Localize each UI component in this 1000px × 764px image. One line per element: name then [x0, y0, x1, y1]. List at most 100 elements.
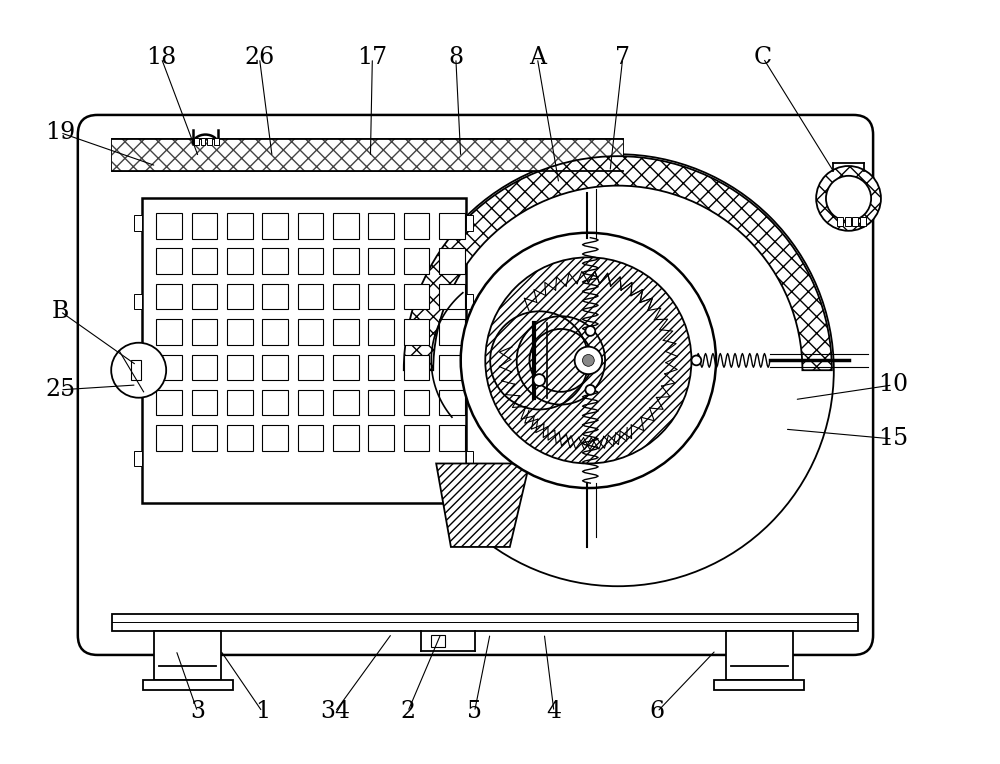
Wedge shape — [404, 156, 832, 371]
Bar — [466, 372, 473, 388]
Bar — [112, 140, 623, 171]
Text: 5: 5 — [467, 701, 482, 724]
Bar — [156, 354, 182, 380]
Bar — [333, 283, 359, 309]
Bar — [192, 390, 217, 416]
Bar — [143, 681, 233, 691]
Bar — [134, 451, 142, 467]
Circle shape — [485, 257, 691, 464]
Bar — [439, 283, 465, 309]
Bar — [227, 354, 253, 380]
Bar — [298, 248, 323, 274]
Bar — [192, 426, 217, 451]
Bar — [333, 354, 359, 380]
Text: 26: 26 — [244, 47, 275, 70]
Bar — [333, 426, 359, 451]
Text: 17: 17 — [357, 47, 387, 70]
Bar — [333, 390, 359, 416]
Circle shape — [111, 343, 166, 398]
Bar — [439, 248, 465, 274]
Bar — [227, 213, 253, 238]
Bar — [156, 390, 182, 416]
Bar — [112, 613, 858, 631]
Circle shape — [575, 347, 602, 374]
Bar — [404, 283, 429, 309]
Bar — [156, 319, 182, 345]
Bar — [368, 213, 394, 238]
Bar — [262, 319, 288, 345]
Text: 8: 8 — [448, 47, 463, 70]
Bar — [852, 217, 858, 226]
Bar — [466, 293, 473, 309]
Bar — [298, 319, 323, 345]
Text: 25: 25 — [45, 378, 75, 401]
Circle shape — [826, 176, 871, 221]
Bar — [227, 283, 253, 309]
Text: 10: 10 — [878, 374, 908, 397]
Bar — [726, 631, 793, 681]
Text: 1: 1 — [255, 701, 270, 724]
Bar — [368, 283, 394, 309]
Text: 3: 3 — [190, 701, 205, 724]
Bar — [368, 426, 394, 451]
Bar — [439, 354, 465, 380]
Bar — [298, 426, 323, 451]
Bar — [439, 213, 465, 238]
Bar — [134, 372, 142, 388]
Bar — [404, 354, 429, 380]
Bar — [262, 354, 288, 380]
Bar — [439, 319, 465, 345]
Bar — [333, 319, 359, 345]
Bar — [466, 215, 473, 231]
Bar — [368, 248, 394, 274]
Bar — [134, 293, 142, 309]
Bar — [201, 138, 205, 145]
Text: 6: 6 — [650, 701, 665, 724]
Circle shape — [691, 355, 701, 365]
Bar — [262, 283, 288, 309]
Bar — [845, 217, 851, 226]
Text: A: A — [529, 47, 546, 70]
Bar — [368, 319, 394, 345]
Bar — [214, 138, 219, 145]
Bar — [112, 140, 623, 171]
Text: B: B — [51, 299, 69, 323]
Circle shape — [585, 326, 595, 336]
Bar — [404, 390, 429, 416]
Bar — [227, 248, 253, 274]
Text: 18: 18 — [146, 47, 176, 70]
Text: 2: 2 — [400, 701, 415, 724]
Bar — [431, 636, 445, 647]
Bar — [404, 213, 429, 238]
Bar — [192, 319, 217, 345]
Bar — [404, 248, 429, 274]
Circle shape — [533, 374, 545, 386]
Bar — [439, 390, 465, 416]
Bar — [262, 213, 288, 238]
Bar — [192, 213, 217, 238]
Bar — [192, 248, 217, 274]
Bar — [298, 213, 323, 238]
Bar — [156, 248, 182, 274]
Bar — [368, 354, 394, 380]
Bar — [298, 390, 323, 416]
Text: 4: 4 — [546, 701, 562, 724]
Bar — [156, 283, 182, 309]
Bar — [333, 213, 359, 238]
Bar — [466, 451, 473, 467]
Bar — [298, 354, 323, 380]
Bar — [714, 681, 804, 691]
Bar — [156, 426, 182, 451]
Bar — [298, 283, 323, 309]
Text: 15: 15 — [878, 427, 908, 451]
Text: 19: 19 — [45, 121, 75, 144]
Bar — [192, 283, 217, 309]
Bar — [134, 215, 142, 231]
Bar — [262, 248, 288, 274]
Bar — [227, 426, 253, 451]
Bar — [131, 361, 141, 380]
FancyBboxPatch shape — [78, 115, 873, 655]
Bar — [333, 248, 359, 274]
Bar — [207, 138, 212, 145]
Bar — [860, 217, 866, 226]
